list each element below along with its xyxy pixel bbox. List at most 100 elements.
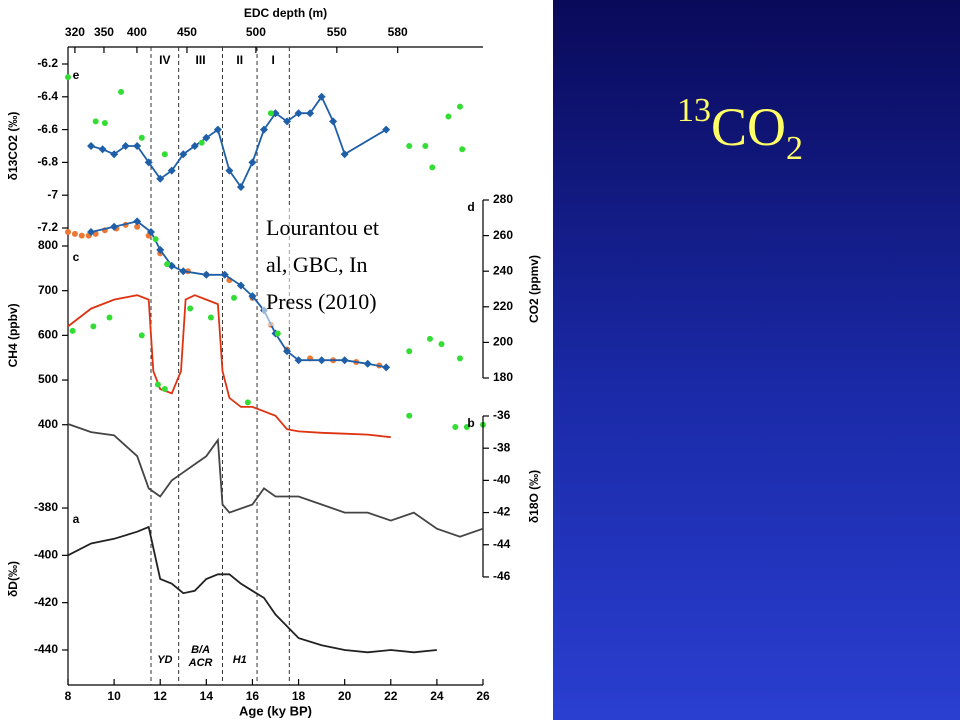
point xyxy=(121,142,130,150)
point xyxy=(445,113,452,120)
y-axis-label: δ18O (‰) xyxy=(527,470,541,523)
point xyxy=(459,146,466,153)
point xyxy=(152,236,159,243)
panel-letter: e xyxy=(73,68,80,82)
y-tick-label: -44 xyxy=(493,537,511,551)
point xyxy=(207,314,214,321)
chart-area: 8 10 12 14 16 18 20 22 24 26 Age (ky BP) 320 350 400 4… xyxy=(6,6,542,719)
point xyxy=(167,166,176,175)
event-label: B/A xyxy=(191,644,210,656)
point xyxy=(147,228,155,237)
series-line xyxy=(67,423,484,538)
x-tick-label: 24 xyxy=(430,689,444,703)
title-superscript: 13 xyxy=(677,92,711,129)
point xyxy=(340,150,349,159)
y-tick-label: -380 xyxy=(34,500,58,514)
point xyxy=(179,150,188,159)
point xyxy=(110,222,119,231)
title-main: CO xyxy=(711,97,787,157)
point xyxy=(267,110,274,117)
point xyxy=(138,332,145,339)
phase-label: IV xyxy=(159,53,170,67)
point xyxy=(179,267,188,276)
point xyxy=(438,341,445,348)
series-line xyxy=(67,525,437,654)
point xyxy=(426,335,433,342)
point xyxy=(138,134,145,141)
point xyxy=(220,270,229,279)
y-tick-label: -7.2 xyxy=(37,220,58,234)
event-label: YD xyxy=(157,654,172,666)
y-tick-label: -6.6 xyxy=(37,122,58,136)
x-tick-label: 10 xyxy=(107,689,121,703)
point xyxy=(154,381,161,388)
point xyxy=(87,142,96,150)
x2-tick-label: 550 xyxy=(327,25,347,39)
panel-letter: d xyxy=(467,200,474,214)
phase-label: I xyxy=(272,53,275,67)
x-tick-label: 22 xyxy=(384,689,398,703)
point xyxy=(156,245,165,254)
point xyxy=(65,229,71,236)
title-subscript: 2 xyxy=(786,130,804,167)
point xyxy=(340,356,349,365)
annotation-box xyxy=(262,208,432,326)
point xyxy=(463,423,470,430)
point xyxy=(429,164,436,171)
point xyxy=(231,294,237,301)
y-tick-label: 220 xyxy=(493,299,513,313)
x-axis-label: Age (ky BP) xyxy=(239,703,312,718)
point xyxy=(198,139,205,146)
y-tick-label: 700 xyxy=(38,283,58,297)
x-tick-label: 14 xyxy=(200,689,214,703)
point xyxy=(283,347,292,356)
point xyxy=(452,423,459,430)
point xyxy=(406,412,413,419)
point xyxy=(65,74,71,81)
x2-tick-label: 350 xyxy=(94,25,114,39)
event-label: ACR xyxy=(188,657,213,669)
point xyxy=(456,103,463,110)
slide-title: 13CO2 xyxy=(677,92,803,168)
y-tick-label: 280 xyxy=(493,192,513,206)
y-tick-label: -420 xyxy=(34,595,58,609)
point xyxy=(382,363,391,372)
x2-tick-label: 500 xyxy=(246,25,266,39)
y-tick-label: -6.8 xyxy=(37,155,58,169)
y-tick-label: 200 xyxy=(493,335,513,349)
y-tick-label: -400 xyxy=(34,548,58,562)
point xyxy=(274,330,281,337)
x-tick-label: 20 xyxy=(338,689,352,703)
x-tick-label: 26 xyxy=(476,689,490,703)
panel-letter: b xyxy=(467,416,474,430)
chart: 8 10 12 14 16 18 20 22 24 26 Age (ky BP) 320 350 400 4… xyxy=(6,6,541,718)
y-tick-label: 500 xyxy=(38,372,58,386)
point xyxy=(294,356,303,365)
point xyxy=(98,145,107,154)
x-tick-label: 18 xyxy=(292,689,306,703)
point xyxy=(236,183,245,191)
point xyxy=(317,356,326,365)
x2-tick-label: 580 xyxy=(388,25,408,39)
point xyxy=(329,117,338,126)
y-tick-label: -46 xyxy=(493,569,511,583)
point xyxy=(271,109,280,118)
point xyxy=(134,223,141,230)
point xyxy=(144,158,153,167)
point xyxy=(78,232,85,239)
point xyxy=(225,166,234,175)
panel-letter: c xyxy=(73,250,80,264)
phase-label: III xyxy=(196,53,206,67)
y-tick-label: 400 xyxy=(38,417,58,431)
x2-tick-label: 320 xyxy=(65,25,85,39)
y-tick-label: -7 xyxy=(47,187,58,201)
point xyxy=(259,125,268,134)
point xyxy=(213,125,222,134)
y-tick-label: -6.4 xyxy=(37,89,58,103)
point xyxy=(190,142,199,150)
point xyxy=(363,359,372,368)
point xyxy=(317,92,326,101)
point xyxy=(248,158,257,167)
x-tick-label: 12 xyxy=(154,689,168,703)
phase-label: II xyxy=(236,53,243,67)
